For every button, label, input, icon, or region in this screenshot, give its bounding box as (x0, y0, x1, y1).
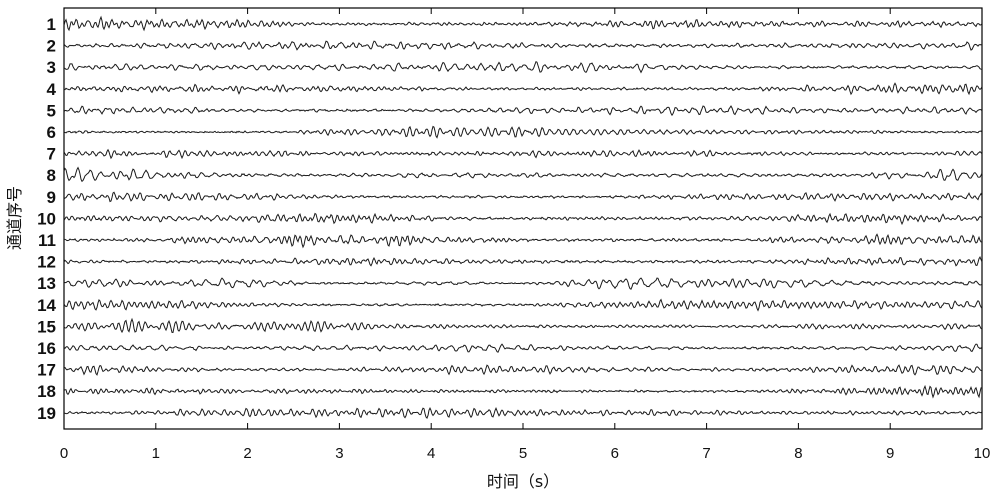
channel-label-12: 12 (37, 253, 56, 272)
channel-label-19: 19 (37, 404, 56, 423)
channel-trace-11 (63, 233, 983, 249)
channel-trace-17 (63, 364, 983, 376)
channel-trace-13 (63, 277, 983, 290)
channel-trace-1 (63, 15, 983, 32)
channel-label-1: 1 (47, 15, 56, 34)
channel-label-2: 2 (47, 37, 56, 56)
channel-trace-19 (63, 406, 983, 419)
x-tick-label: 8 (794, 445, 802, 462)
channel-trace-10 (63, 212, 983, 226)
channel-label-15: 15 (37, 317, 56, 336)
channel-label-11: 11 (38, 231, 56, 250)
channel-trace-6 (63, 125, 983, 139)
x-axis-title: 时间（s） (487, 472, 559, 491)
channel-trace-14 (63, 298, 983, 312)
channel-label-18: 18 (37, 382, 56, 401)
channel-trace-15 (63, 317, 983, 334)
channel-trace-9 (63, 191, 983, 203)
channel-label-4: 4 (47, 80, 57, 99)
channel-label-8: 8 (47, 166, 56, 185)
channel-trace-16 (63, 343, 983, 353)
channel-trace-5 (63, 105, 983, 117)
channel-label-17: 17 (37, 361, 56, 380)
y-axis-title: 通道序号 (5, 186, 24, 250)
channel-label-7: 7 (47, 145, 56, 164)
x-tick-label: 7 (702, 445, 710, 462)
x-tick-label: 4 (427, 445, 435, 462)
channel-label-5: 5 (47, 101, 56, 120)
channel-trace-18 (63, 384, 983, 399)
x-tick-label: 9 (886, 445, 894, 462)
channel-trace-12 (63, 256, 983, 267)
x-tick-label: 2 (243, 445, 251, 462)
channel-label-9: 9 (47, 188, 56, 207)
channel-trace-7 (63, 148, 983, 160)
channel-trace-3 (63, 61, 983, 74)
x-tick-label: 1 (152, 445, 160, 462)
traces-group (63, 15, 983, 419)
channel-label-14: 14 (37, 296, 56, 315)
channel-label-13: 13 (37, 274, 56, 293)
x-tick-label: 5 (519, 445, 527, 462)
x-tick-label: 10 (974, 445, 991, 462)
channel-label-10: 10 (37, 209, 56, 228)
channel-trace-8 (63, 166, 983, 183)
x-tick-label: 6 (611, 445, 619, 462)
channel-trace-2 (63, 40, 983, 51)
channel-trace-4 (63, 82, 983, 96)
x-tick-label: 3 (335, 445, 343, 462)
x-tick-label: 0 (60, 445, 68, 462)
channel-label-16: 16 (37, 339, 56, 358)
channel-label-3: 3 (47, 58, 56, 77)
x-ticks: 0 1 2 3 4 5 6 7 8 9 10 (60, 8, 991, 462)
channel-label-6: 6 (47, 123, 56, 142)
